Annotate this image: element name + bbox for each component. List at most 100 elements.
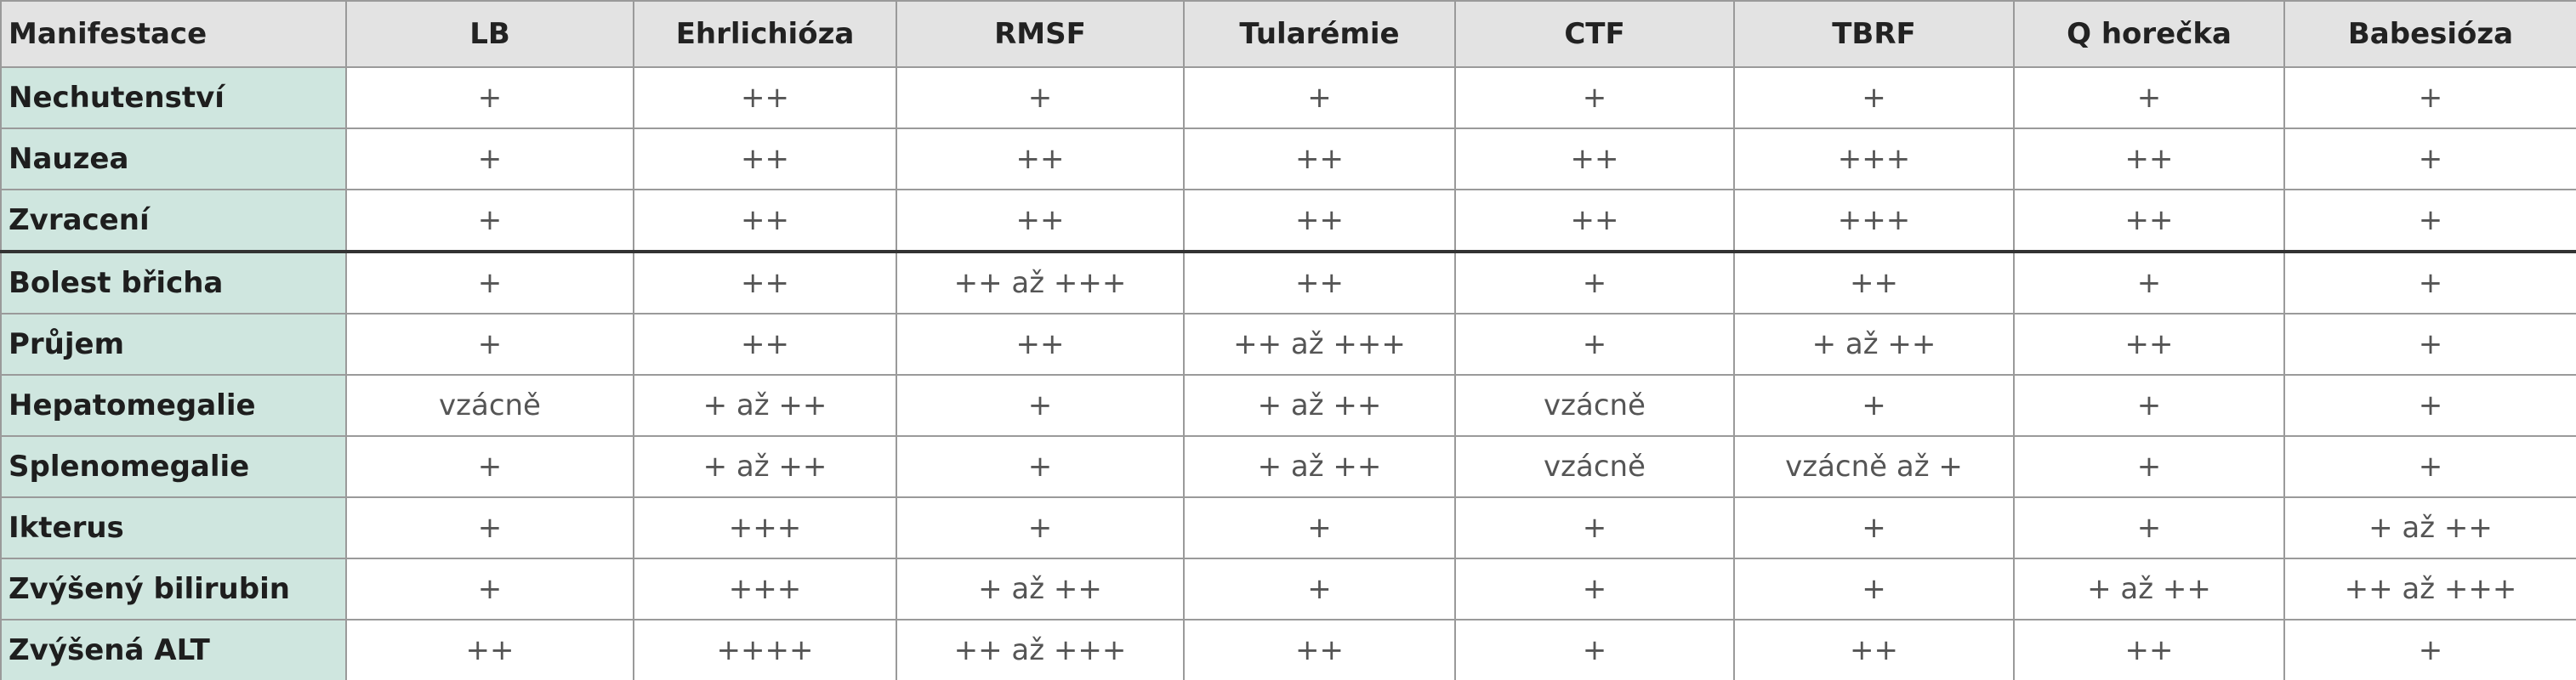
header-cell: Ehrlichióza	[633, 0, 897, 68]
cell: ++	[1733, 251, 2015, 314]
cell: +	[2283, 313, 2576, 376]
cell: +	[2283, 435, 2576, 498]
table-body: Nechutenství + ++ + + + + + + Nauzea + ++ ++ ++ ++ +++ +…	[0, 66, 2576, 680]
cell: +	[1454, 66, 1735, 129]
row-label: Bolest břicha	[0, 251, 347, 314]
cell: ++	[633, 251, 897, 314]
cell: ++	[1183, 189, 1456, 253]
cell: +	[896, 435, 1185, 498]
cell: +	[2013, 66, 2285, 129]
cell: +	[1733, 558, 2015, 620]
cell: +	[1733, 496, 2015, 559]
cell: +	[2283, 374, 2576, 437]
table-row: Nauzea + ++ ++ ++ ++ +++ ++ +	[0, 128, 2576, 190]
header-cell: LB	[345, 0, 634, 68]
cell: +	[2283, 619, 2576, 680]
cell: ++	[2013, 189, 2285, 253]
cell: +	[1454, 496, 1735, 559]
header-cell: Babesióza	[2283, 0, 2576, 68]
table-row: Zvýšená ALT ++ ++++ ++ až +++ ++ + ++ ++ +	[0, 619, 2576, 680]
row-label: Průjem	[0, 313, 347, 376]
row-label: Splenomegalie	[0, 435, 347, 498]
table-row: Nechutenství + ++ + + + + + +	[0, 66, 2576, 129]
cell: ++	[633, 313, 897, 376]
table-row: Ikterus + +++ + + + + + + až ++	[0, 496, 2576, 559]
cell: + až ++	[633, 435, 897, 498]
cell: +	[2013, 435, 2285, 498]
cell: +	[1183, 496, 1456, 559]
cell: ++	[896, 313, 1185, 376]
header-cell: Q horečka	[2013, 0, 2285, 68]
cell: +	[2283, 251, 2576, 314]
cell: vzácně	[1454, 435, 1735, 498]
cell: +	[2013, 251, 2285, 314]
cell: +	[1733, 374, 2015, 437]
row-label: Nechutenství	[0, 66, 347, 129]
header-cell: CTF	[1454, 0, 1735, 68]
cell: ++	[896, 128, 1185, 190]
header-cell: Manifestace	[0, 0, 347, 68]
cell: +	[2283, 66, 2576, 129]
row-label: Ikterus	[0, 496, 347, 559]
row-label: Zvracení	[0, 189, 347, 253]
cell: vzácně	[1454, 374, 1735, 437]
header-cell: Tularémie	[1183, 0, 1456, 68]
cell: +	[1183, 558, 1456, 620]
row-label: Zvýšená ALT	[0, 619, 347, 680]
cell: ++	[896, 189, 1185, 253]
cell: ++ až +++	[2283, 558, 2576, 620]
cell: +	[2283, 189, 2576, 253]
cell: +	[345, 66, 634, 129]
cell: +	[345, 251, 634, 314]
cell: ++	[1454, 128, 1735, 190]
cell: +	[1454, 313, 1735, 376]
cell: ++	[633, 128, 897, 190]
cell: vzácně	[345, 374, 634, 437]
cell: ++	[1454, 189, 1735, 253]
header-cell: RMSF	[896, 0, 1185, 68]
cell: +	[896, 496, 1185, 559]
cell: +	[345, 313, 634, 376]
cell: +	[2013, 496, 2285, 559]
cell: +	[345, 558, 634, 620]
cell: +++	[633, 496, 897, 559]
cell: + až ++	[1183, 435, 1456, 498]
cell: + až ++	[633, 374, 897, 437]
cell: + až ++	[1183, 374, 1456, 437]
cell: +++	[1733, 189, 2015, 253]
header-row: Manifestace LB Ehrlichióza RMSF Tularémie CTF…	[0, 0, 2576, 68]
cell: ++ až +++	[896, 619, 1185, 680]
cell: + až ++	[1733, 313, 2015, 376]
cell: ++	[633, 189, 897, 253]
cell: + až ++	[2283, 496, 2576, 559]
cell: +	[896, 66, 1185, 129]
row-label: Hepatomegalie	[0, 374, 347, 437]
cell: ++	[345, 619, 634, 680]
cell: + až ++	[2013, 558, 2285, 620]
cell: ++ až +++	[896, 251, 1185, 314]
cell: +	[345, 435, 634, 498]
table-row: Průjem + ++ ++ ++ až +++ + + až ++ ++ +	[0, 313, 2576, 376]
row-label: Nauzea	[0, 128, 347, 190]
row-label: Zvýšený bilirubin	[0, 558, 347, 620]
cell: +	[1454, 251, 1735, 314]
cell: +	[2013, 374, 2285, 437]
cell: + až ++	[896, 558, 1185, 620]
cell: ++	[1183, 251, 1456, 314]
cell: ++	[2013, 313, 2285, 376]
table-row: Zvracení + ++ ++ ++ ++ +++ ++ +	[0, 189, 2576, 253]
cell: +	[345, 496, 634, 559]
cell: ++	[1733, 619, 2015, 680]
table-row: Zvýšený bilirubin + +++ + až ++ + + + + až ++ ++…	[0, 558, 2576, 620]
cell: ++	[633, 66, 897, 129]
cell: +	[2283, 128, 2576, 190]
cell: ++	[1183, 619, 1456, 680]
table-row: Splenomegalie + + až ++ + + až ++ vzácně vzácn…	[0, 435, 2576, 498]
table-header: Manifestace LB Ehrlichióza RMSF Tularémie CTF…	[0, 0, 2576, 68]
header-cell: TBRF	[1733, 0, 2015, 68]
cell: +	[345, 189, 634, 253]
cell: ++ až +++	[1183, 313, 1456, 376]
cell: +	[1454, 558, 1735, 620]
cell: +	[345, 128, 634, 190]
